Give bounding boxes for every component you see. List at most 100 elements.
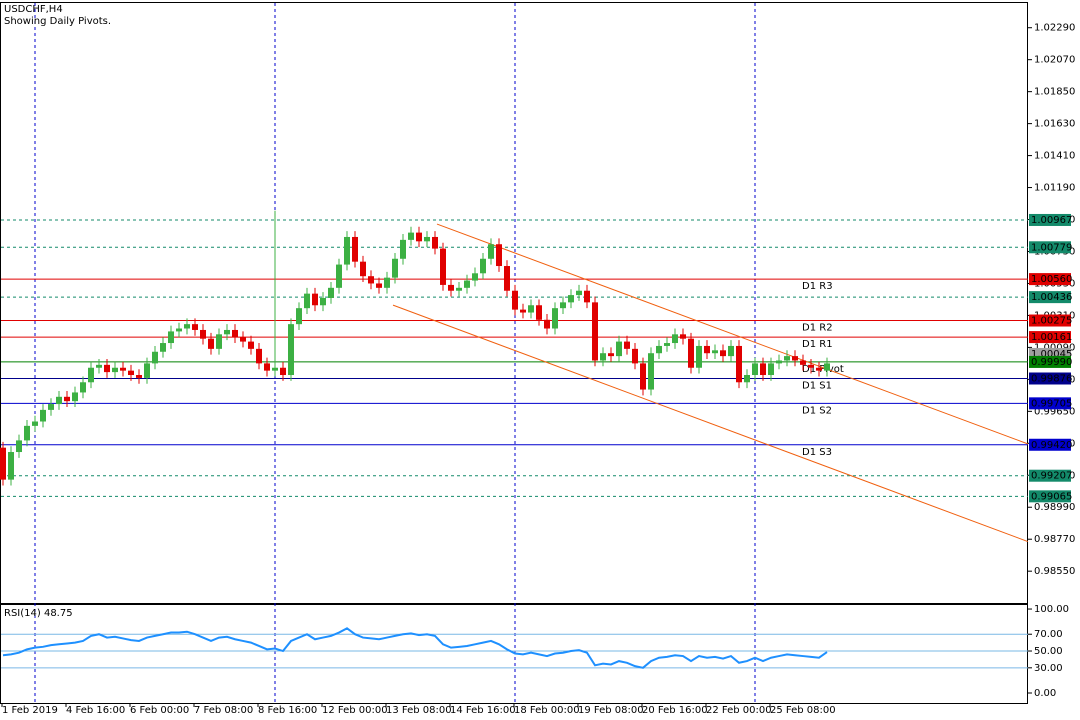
x-tick-label: 8 Feb 16:00 [258,705,317,716]
candle-body [528,305,534,313]
candle-body [200,329,206,339]
y-tick-label: 0.00 [1034,688,1056,699]
candle-body [400,239,406,259]
candle-body [40,409,46,422]
level-name: D1 R3 [802,281,833,292]
level-name: D1 R2 [802,323,833,334]
candle-body [456,287,462,291]
candle-body [376,283,382,288]
y-tick-label: 0.99650 [1034,406,1075,417]
level-label: 1.00967 [1031,215,1072,226]
candle-body [56,396,62,405]
level-label: 0.99420 [1031,440,1072,451]
candle-body [784,356,790,361]
candle-body [160,343,166,352]
candle-body [88,367,94,383]
candle-body [248,341,254,349]
candle-body [216,334,222,349]
candle-body [728,345,734,357]
candle-body [0,447,6,480]
candle-body [640,363,646,390]
candle-body [464,280,470,288]
candle-body [536,305,542,320]
candle-body [800,360,806,365]
level-label: 1.00275 [1031,316,1072,327]
candle-body [72,392,78,402]
candle-body [192,324,198,330]
x-tick-label: 25 Feb 08:00 [770,705,836,716]
candle-body [408,232,414,240]
x-tick-label: 19 Feb 08:00 [578,705,644,716]
candle-body [352,236,358,262]
candle-body [656,345,662,354]
candle-body [616,341,622,357]
candle-body [592,302,598,361]
y-tick-label: 0.98990 [1034,502,1075,513]
candle-body [16,440,22,453]
candle-body [744,375,750,383]
level-label-bg [1029,331,1071,344]
candle-body [768,363,774,376]
y-tick-label: 1.01410 [1034,151,1075,162]
chart-title: USDCHF,H4 [4,4,63,15]
candle-body [560,302,566,309]
level-label-bg [1029,241,1071,254]
candle-body [496,244,502,267]
candle-body [152,351,158,364]
candle-body [584,290,590,303]
y-tick-label: 1.02070 [1034,55,1075,66]
x-tick-label: 18 Feb 00:00 [514,705,580,716]
candle-body [608,353,614,357]
candle-body [632,348,638,364]
candle-body [32,421,38,426]
y-tick-label: 0.98550 [1034,566,1075,577]
level-label-bg [1029,438,1071,451]
candle-body [816,367,822,371]
candle-body [80,382,86,393]
candle-body [664,343,670,346]
rsi-line [2,627,828,669]
candle-body [600,353,606,361]
candle-body [128,370,134,376]
level-label-bg [1029,314,1071,327]
candle-body [808,364,814,368]
x-tick-label: 12 Feb 00:00 [322,705,388,716]
x-tick-label: 20 Feb 16:00 [642,705,708,716]
candle-body [544,319,550,329]
y-tick-label: 100.00 [1034,604,1069,615]
candle-body [8,452,14,480]
candle-body [120,367,126,371]
level-label: 1.00045 [1031,349,1072,360]
candle-body [184,324,190,329]
candle-body [144,363,150,378]
candle-body [720,350,726,357]
level-name: D1 Pivot [802,364,844,375]
candle-body [648,353,654,390]
candle-body [736,345,742,383]
candle-body [416,232,422,242]
level-name: D1 S3 [802,447,832,458]
candle-body [224,329,230,335]
level-label: 0.99065 [1031,491,1072,502]
level-name: D1 S1 [802,380,832,391]
candle-body [288,324,294,376]
candle-body [208,338,214,349]
level-label-bg [1029,355,1071,368]
x-tick-label: 1 Feb 2019 [2,705,58,716]
candle-body [520,309,526,313]
candle-body [480,258,486,274]
level-label: 0.99876 [1031,373,1072,384]
candle-body [264,363,270,371]
candle-body [696,345,702,368]
x-tick-label: 6 Feb 00:00 [130,705,189,716]
y-tick-label: 1.01630 [1034,119,1075,130]
candle-body [624,341,630,349]
candle-body [432,236,438,249]
candle-body [568,295,574,303]
y-tick-label: 1.00090 [1034,342,1075,353]
candle-body [24,425,30,441]
candle-body [712,350,718,354]
candle-body [136,375,142,378]
candle-body [704,345,710,354]
x-tick-label: 14 Feb 16:00 [450,705,516,716]
